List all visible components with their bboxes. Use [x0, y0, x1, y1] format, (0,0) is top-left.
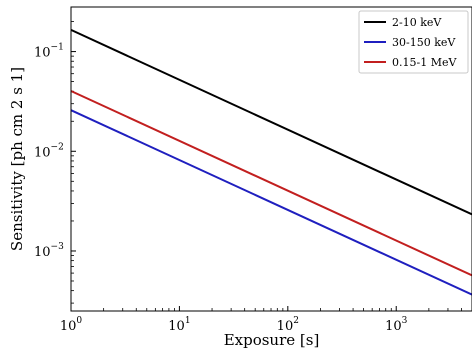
legend-label-1: 2-10 keV: [392, 16, 442, 29]
series-lines: [70, 28, 472, 296]
series-line-3: [70, 90, 472, 277]
y-tick-label: 10−3: [34, 242, 64, 260]
y-axis-label: Sensitivity [ph cm 2 s 1]: [8, 67, 26, 251]
y-tick-label: 10−2: [34, 142, 64, 160]
x-axis-label: Exposure [s]: [224, 331, 320, 349]
series-line-1: [70, 28, 472, 216]
legend: 2-10 keV 30-150 keV 0.15-1 MeV: [358, 10, 469, 74]
series-line-2: [70, 109, 472, 296]
x-tick-label: 100: [60, 316, 83, 334]
legend-box: [358, 10, 469, 74]
legend-label-2: 30-150 keV: [392, 36, 456, 49]
y-tick-label: 10−1: [34, 43, 64, 61]
x-tick-label: 103: [385, 316, 408, 334]
x-tick-label: 101: [168, 316, 190, 334]
legend-label-3: 0.15-1 MeV: [392, 56, 457, 69]
plot-frame: [70, 6, 472, 312]
